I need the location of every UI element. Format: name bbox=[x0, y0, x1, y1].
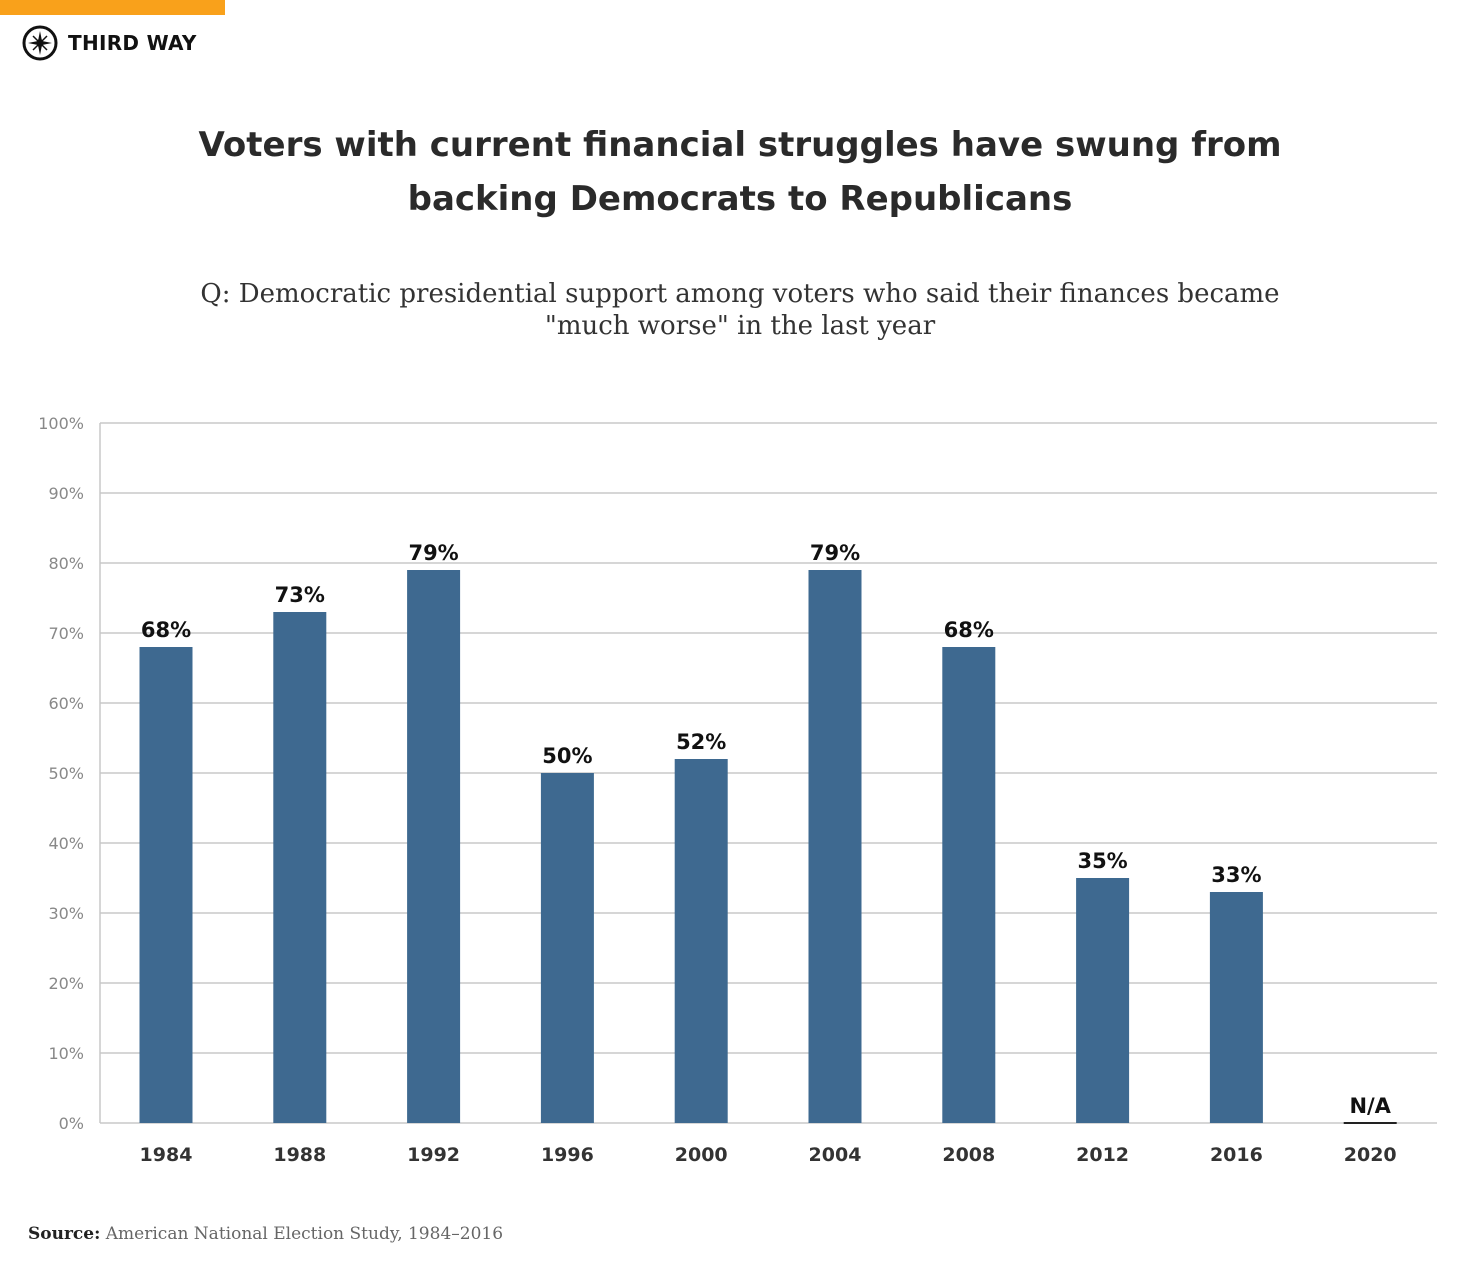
source-note: Source: American National Election Study… bbox=[28, 1224, 503, 1244]
data-label: N/A bbox=[1349, 1094, 1391, 1118]
brand-name: THIRD WAY bbox=[68, 31, 197, 55]
y-tick-label: 30% bbox=[48, 904, 84, 923]
x-tick-label: 2000 bbox=[675, 1144, 728, 1166]
bar bbox=[674, 759, 728, 1123]
y-tick-label: 10% bbox=[48, 1044, 84, 1063]
x-tick-label: 1996 bbox=[541, 1144, 594, 1166]
title-line: backing Democrats to Republicans bbox=[407, 179, 1073, 219]
y-tick-label: 0% bbox=[59, 1114, 84, 1133]
bar bbox=[942, 647, 996, 1123]
x-tick-label: 2016 bbox=[1210, 1144, 1263, 1166]
x-tick-label: 2004 bbox=[809, 1144, 862, 1166]
y-tick-label: 80% bbox=[48, 554, 84, 573]
source-label: Source: bbox=[28, 1224, 101, 1244]
compass-icon bbox=[22, 25, 58, 61]
bar bbox=[808, 570, 862, 1123]
bar bbox=[540, 773, 594, 1123]
x-tick-label: 2012 bbox=[1076, 1144, 1129, 1166]
source-text: American National Election Study, 1984–2… bbox=[105, 1224, 504, 1244]
data-label: 33% bbox=[1211, 863, 1261, 887]
y-tick-label: 20% bbox=[48, 974, 84, 993]
y-tick-label: 70% bbox=[48, 624, 84, 643]
x-tick-label: 1992 bbox=[407, 1144, 460, 1166]
title-line: Voters with current financial struggles … bbox=[198, 125, 1282, 165]
bar bbox=[1209, 892, 1263, 1123]
y-tick-label: 50% bbox=[48, 764, 84, 783]
bar bbox=[1076, 878, 1130, 1123]
data-label: 52% bbox=[676, 730, 726, 754]
data-label: 79% bbox=[408, 541, 458, 565]
data-label: 73% bbox=[275, 583, 325, 607]
y-tick-label: 60% bbox=[48, 694, 84, 713]
y-tick-label: 100% bbox=[38, 414, 84, 433]
data-label: 68% bbox=[141, 618, 191, 642]
bar bbox=[407, 570, 461, 1123]
subtitle-line: "much worse" in the last year bbox=[544, 311, 936, 341]
data-label: 79% bbox=[810, 541, 860, 565]
third-way-logo: THIRD WAY bbox=[22, 25, 197, 61]
data-label: 50% bbox=[542, 744, 592, 768]
data-label: 35% bbox=[1077, 849, 1127, 873]
x-tick-label: 2008 bbox=[942, 1144, 995, 1166]
bar bbox=[273, 612, 327, 1123]
data-label: 68% bbox=[944, 618, 994, 642]
x-tick-label: 1984 bbox=[140, 1144, 193, 1166]
y-tick-label: 40% bbox=[48, 834, 84, 853]
y-tick-label: 90% bbox=[48, 484, 84, 503]
x-tick-label: 2020 bbox=[1344, 1144, 1397, 1166]
chart-title: Voters with current financial struggles … bbox=[0, 118, 1480, 226]
subtitle-line: Q: Democratic presidential support among… bbox=[200, 279, 1280, 309]
chart-subtitle: Q: Democratic presidential support among… bbox=[0, 278, 1480, 342]
brand-accent-bar bbox=[0, 0, 225, 15]
x-tick-label: 1988 bbox=[273, 1144, 326, 1166]
bar bbox=[139, 647, 193, 1123]
